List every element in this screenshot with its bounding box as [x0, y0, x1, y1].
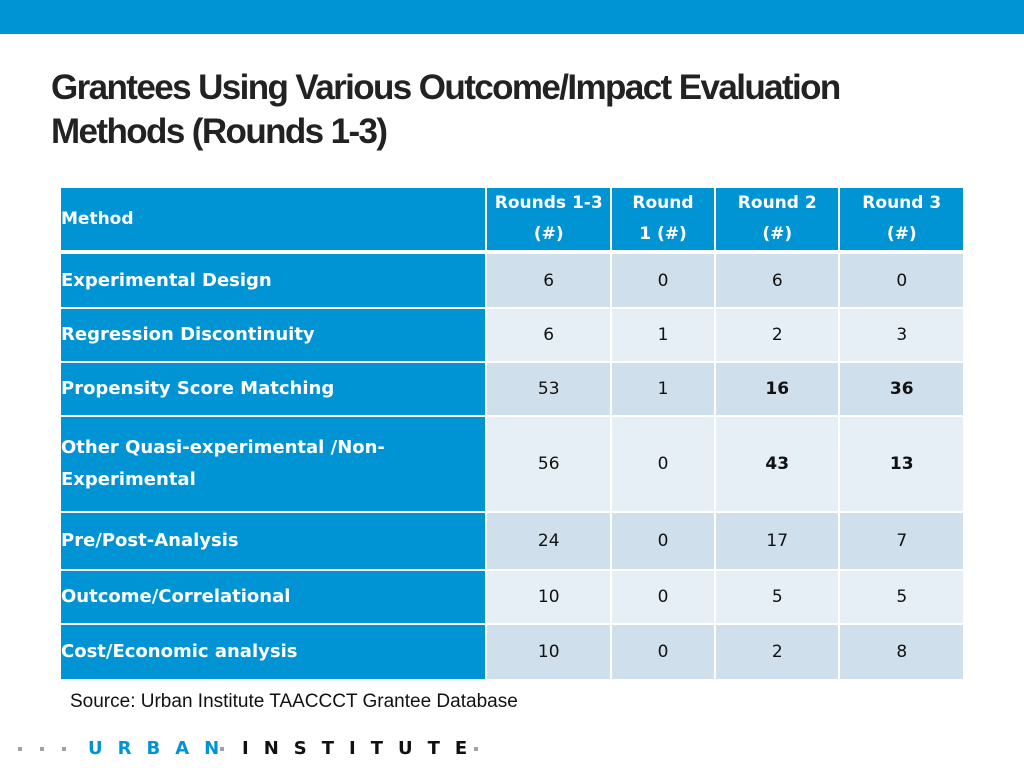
- cell-round-1: 0: [609, 569, 717, 625]
- row-method-label-line-1: Other Quasi-experimental /Non-: [61, 437, 385, 458]
- row-method-label: Regression Discontinuity: [58, 307, 488, 363]
- evaluation-methods-table: Method Rounds 1-3 (#) Round 1 (#) Round …: [58, 186, 965, 681]
- header-rounds-1-3: Rounds 1-3 (#): [485, 186, 612, 254]
- source-note: Source: Urban Institute TAACCCT Grantee …: [70, 691, 518, 712]
- page-title-line-1: Grantees Using Various Outcome/Impact Ev…: [51, 68, 841, 107]
- footer-logo: URBAN INSTITUTE: [18, 738, 498, 762]
- cell-round-3: 5: [838, 569, 965, 625]
- header-round-3-line-2: (#): [886, 224, 917, 244]
- cell-round-3: 7: [838, 511, 965, 571]
- cell-round-1: 0: [609, 511, 717, 571]
- footer-dot: [62, 747, 66, 751]
- cell-round-3: 8: [838, 623, 965, 681]
- cell-round-2: 6: [714, 251, 841, 309]
- header-rounds-1-3-line-1: Rounds 1-3: [494, 193, 603, 213]
- footer-dot: [40, 747, 44, 751]
- header-method: Method: [58, 186, 488, 254]
- cell-rounds-1-3: 24: [485, 511, 612, 571]
- table-row: Cost/Economic analysis 10 0 2 8: [58, 623, 965, 681]
- row-method-label: Other Quasi-experimental /Non- Experimen…: [58, 415, 488, 513]
- cell-round-2: 17: [714, 511, 841, 571]
- cell-round-3: 13: [838, 415, 965, 513]
- cell-rounds-1-3: 6: [485, 251, 612, 309]
- table-row: Pre/Post-Analysis 24 0 17 7: [58, 511, 965, 571]
- header-round-2-line-2: (#): [762, 224, 793, 244]
- cell-round-2: 5: [714, 569, 841, 625]
- row-method-label: Outcome/Correlational: [58, 569, 488, 625]
- cell-round-2: 2: [714, 623, 841, 681]
- header-round-1: Round 1 (#): [609, 186, 717, 254]
- header-round-1-line-1: Round: [632, 193, 694, 213]
- top-accent-bar: [0, 0, 1024, 34]
- cell-round-3: 0: [838, 251, 965, 309]
- table-row: Experimental Design 6 0 6 0: [58, 251, 965, 309]
- footer-dot: [474, 747, 478, 751]
- footer-dot: [220, 747, 224, 751]
- footer-dot: [18, 747, 22, 751]
- page-title: Grantees Using Various Outcome/Impact Ev…: [51, 66, 991, 154]
- page-title-line-2: Methods (Rounds 1-3): [51, 112, 388, 151]
- cell-round-2: 16: [714, 361, 841, 417]
- row-method-label: Cost/Economic analysis: [58, 623, 488, 681]
- cell-round-1: 1: [609, 361, 717, 417]
- row-method-label: Experimental Design: [58, 251, 488, 309]
- header-round-2-line-1: Round 2: [737, 193, 817, 213]
- cell-round-1: 1: [609, 307, 717, 363]
- table-header-row: Method Rounds 1-3 (#) Round 1 (#) Round …: [58, 186, 965, 254]
- logo-institute-word: INSTITUTE: [242, 738, 483, 759]
- cell-round-1: 0: [609, 415, 717, 513]
- cell-round-1: 0: [609, 251, 717, 309]
- cell-round-2: 2: [714, 307, 841, 363]
- header-rounds-1-3-line-2: (#): [533, 224, 564, 244]
- cell-round-2: 43: [714, 415, 841, 513]
- cell-rounds-1-3: 10: [485, 623, 612, 681]
- header-round-1-line-2: 1 (#): [639, 224, 687, 244]
- cell-rounds-1-3: 56: [485, 415, 612, 513]
- logo-urban-word: URBAN: [88, 738, 235, 759]
- cell-round-3: 3: [838, 307, 965, 363]
- table-row: Regression Discontinuity 6 1 2 3: [58, 307, 965, 363]
- header-round-3-line-1: Round 3: [862, 193, 942, 213]
- header-round-3: Round 3 (#): [838, 186, 965, 254]
- table-row: Other Quasi-experimental /Non- Experimen…: [58, 415, 965, 513]
- table-row: Propensity Score Matching 53 1 16 36: [58, 361, 965, 417]
- row-method-label-line-2: Experimental: [61, 469, 196, 490]
- row-method-label: Pre/Post-Analysis: [58, 511, 488, 571]
- cell-rounds-1-3: 6: [485, 307, 612, 363]
- cell-round-3: 36: [838, 361, 965, 417]
- cell-rounds-1-3: 10: [485, 569, 612, 625]
- cell-rounds-1-3: 53: [485, 361, 612, 417]
- cell-round-1: 0: [609, 623, 717, 681]
- table-row: Outcome/Correlational 10 0 5 5: [58, 569, 965, 625]
- header-round-2: Round 2 (#): [714, 186, 841, 254]
- row-method-label: Propensity Score Matching: [58, 361, 488, 417]
